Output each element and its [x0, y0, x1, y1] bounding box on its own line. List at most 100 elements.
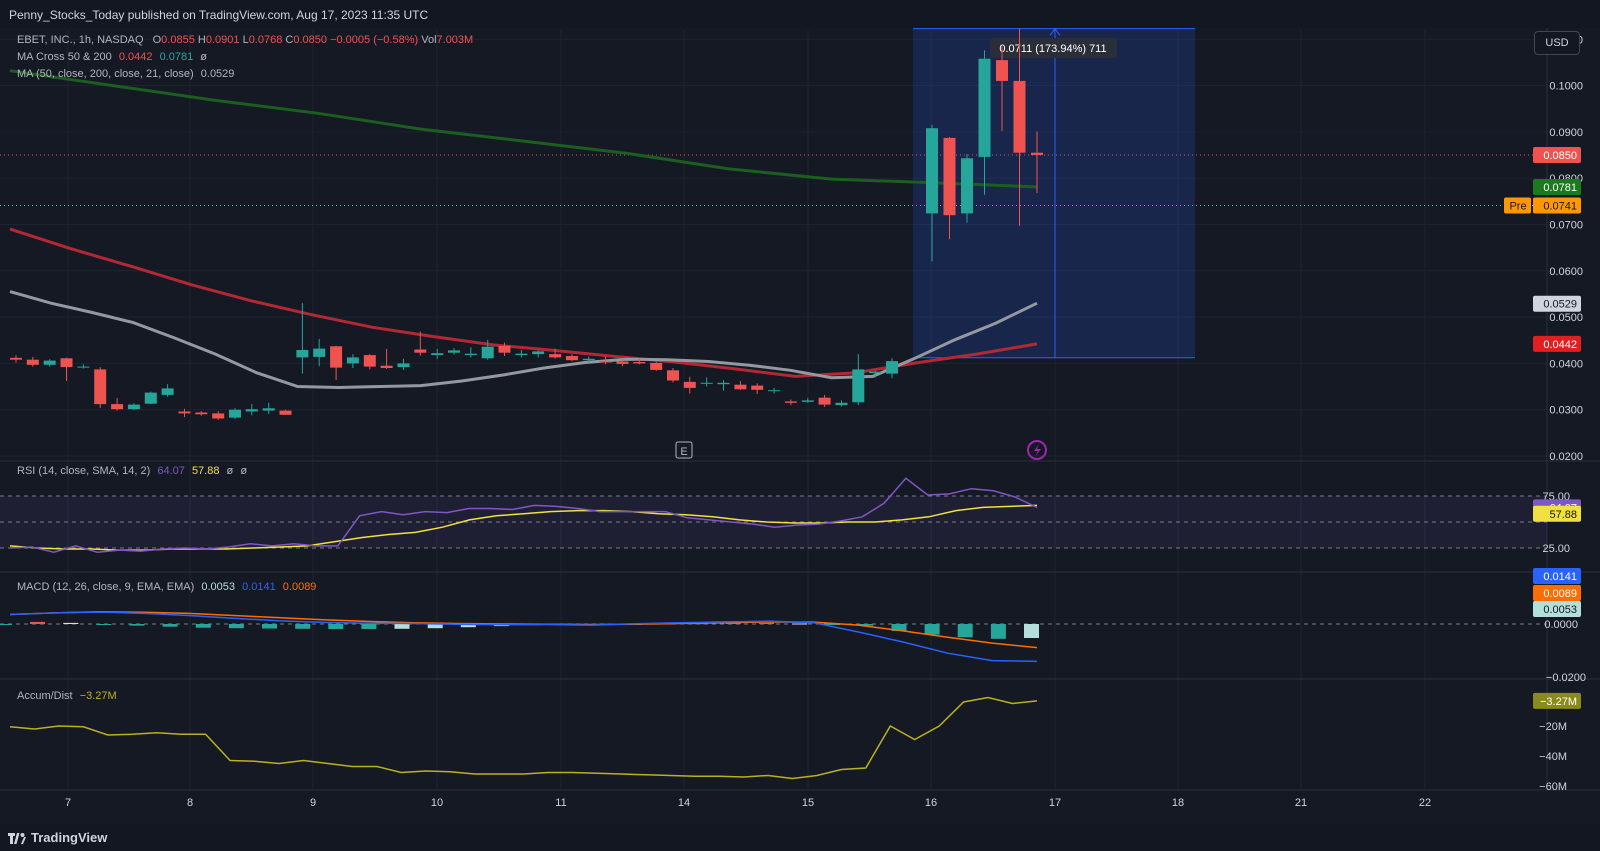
candle-body	[414, 349, 427, 353]
candle-body	[835, 402, 848, 406]
ad-pane	[9, 696, 1038, 780]
candle-body	[313, 348, 326, 357]
ma200-price-tag-bg	[1533, 179, 1581, 195]
macd-legend[interactable]: MACD (12, 26, close, 9, EMA, EMA) 0.0053…	[17, 581, 316, 593]
grid-lines	[0, 28, 1600, 791]
candle-body	[978, 58, 991, 157]
macd-histogram-bar	[957, 624, 973, 638]
macd-hist-value: 0.0053	[201, 581, 235, 593]
macd-histogram-bar	[328, 624, 344, 629]
candle-body	[549, 354, 562, 358]
rsi-sma-value: 57.88	[191, 465, 220, 477]
tradingview-logo: TradingView	[8, 830, 107, 845]
candle-body	[397, 363, 410, 368]
candle-body	[279, 410, 292, 415]
symbol-legend[interactable]: EBET, INC., 1h, NASDAQ O0.0855 H0.0901 L…	[17, 34, 473, 46]
pre-price-tag-bg	[1533, 197, 1581, 214]
measure-label: 0.0711 (173.94%) 711	[999, 43, 1106, 55]
brand-name: TradingView	[31, 830, 108, 845]
rsi-legend[interactable]: RSI (14, close, SMA, 14, 2) 64.07 57.88 …	[17, 465, 247, 477]
candle-body	[926, 128, 938, 214]
macd-histogram-bar	[1024, 624, 1039, 638]
pre-tag-label: Pre	[1509, 201, 1526, 213]
macd-histogram-bar	[228, 624, 244, 629]
macd-signal-value: 0.0089	[282, 581, 317, 593]
candle-body	[1013, 80, 1026, 153]
candle-body	[616, 361, 629, 364]
candle-body	[77, 366, 90, 368]
time-tick-label: 17	[1049, 797, 1061, 809]
candle-body	[784, 401, 797, 403]
macd-histogram-bar	[30, 621, 46, 624]
macd-label: MACD (12, 26, close, 9, EMA, EMA)	[17, 581, 195, 593]
ma50-line	[9, 290, 1038, 390]
candle-body	[532, 351, 545, 355]
macd-histogram-bar	[63, 622, 79, 624]
ma200-price-tag: 0.0781	[1543, 182, 1577, 194]
candle-body	[330, 346, 343, 368]
last-price-tag-bg	[1533, 147, 1581, 163]
measure-arrow-head	[1049, 27, 1061, 36]
macd-histogram-bar	[858, 624, 874, 626]
ma-cross-value-1: 0.0442	[118, 51, 153, 63]
earnings-marker-icon	[675, 441, 693, 459]
bottom-bar: TradingView	[0, 824, 1600, 851]
macd-histogram-bar	[725, 622, 741, 624]
macd-histogram-bar	[792, 623, 808, 625]
macd-histogram-bar	[825, 624, 841, 625]
currency-button[interactable]: USD	[1534, 31, 1580, 55]
ma-cross-legend[interactable]: MA Cross 50 & 200 0.0442 0.0781 ø	[17, 51, 207, 63]
ad-legend[interactable]: Accum/Dist −3.27M	[17, 690, 117, 702]
candle-body	[296, 350, 309, 358]
candle-body	[996, 60, 1008, 81]
time-tick-label: 21	[1295, 797, 1307, 809]
ma50-price-tag: 0.0529	[1543, 299, 1577, 311]
macd-price-tag: 0.0141	[1543, 571, 1577, 583]
candle-body	[111, 404, 124, 410]
candle-body	[734, 384, 747, 390]
price-pane: E	[9, 28, 1047, 460]
macd-pane	[0, 611, 1547, 663]
macd-histogram-bar	[96, 624, 112, 625]
candle-body	[60, 358, 73, 368]
macd-histogram-bar	[129, 624, 145, 626]
time-tick-label: 22	[1419, 797, 1431, 809]
candle-body	[683, 381, 696, 388]
low-value: 0.0768	[248, 34, 283, 46]
ma-legend[interactable]: MA (50, close, 200, close, 21, close) 0.…	[17, 68, 234, 80]
ma-cross-label: MA Cross 50 & 200	[17, 51, 112, 63]
volume-value: 7.003M	[436, 34, 474, 46]
rsi-value: 64.07	[157, 465, 185, 477]
time-tick-label: 18	[1172, 797, 1184, 809]
price-tick-label: 0.0500	[1549, 312, 1583, 324]
macd-histogram-bar	[262, 624, 277, 629]
candle-body	[245, 409, 258, 412]
price-tick-label: 0.0600	[1549, 266, 1583, 278]
candle-body	[464, 353, 477, 356]
macd-histogram-bar	[0, 624, 12, 625]
macd-signal-price-tag-bg	[1533, 585, 1581, 601]
macd-histogram-bar	[924, 624, 940, 635]
macd-histogram-bar	[195, 624, 211, 628]
chart-frame[interactable]	[0, 28, 1600, 824]
candle-body	[869, 371, 882, 374]
macd-histogram-bar	[460, 624, 476, 628]
candle-body	[515, 353, 528, 356]
time-tick-label: 16	[925, 797, 937, 809]
candle-body	[10, 357, 22, 360]
price-tick-label: 0.0300	[1549, 405, 1583, 417]
macd-signal-line	[9, 611, 1038, 649]
time-tick-label: 8	[187, 797, 193, 809]
macd-histogram-bar	[427, 624, 443, 629]
macd-histogram-bar	[361, 624, 377, 629]
macd-histogram-bar	[990, 624, 1006, 639]
ma50-price-tag-bg	[1533, 295, 1581, 312]
open-label: O	[152, 34, 162, 46]
ma-value: 0.0529	[200, 68, 235, 80]
price-tick-label: 0.1000	[1549, 81, 1583, 93]
price-tick-label: 0.0700	[1549, 220, 1583, 232]
ad-value: −3.27M	[79, 690, 117, 702]
ad-tick-label: −20M	[1539, 721, 1567, 733]
macd-line	[9, 611, 1038, 663]
